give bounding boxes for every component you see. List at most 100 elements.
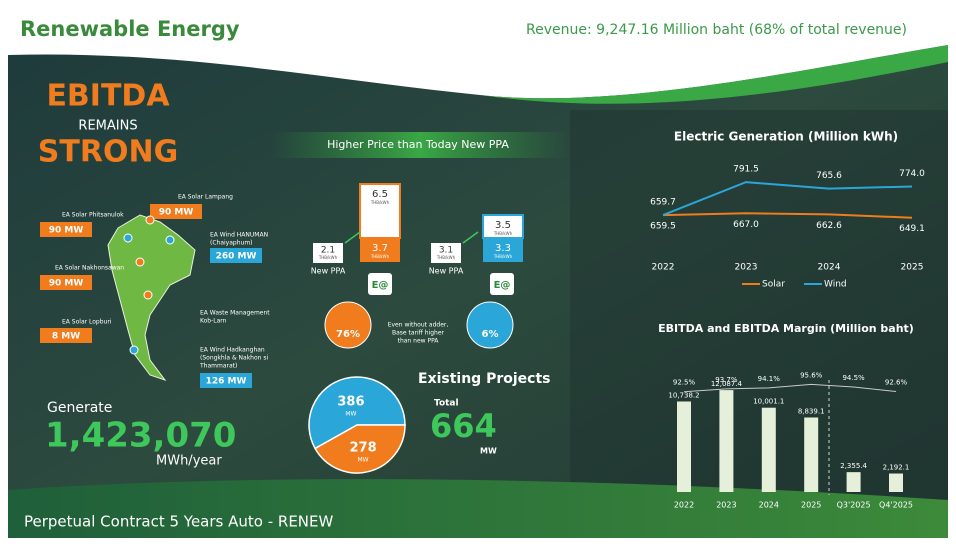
existing-title: Existing Projects [418, 371, 550, 387]
x-tick-label: 2025 [801, 501, 821, 510]
new-ppa: 3.1 [439, 246, 453, 256]
site-name: EA Waste Management [200, 310, 270, 317]
margin-label: 92.5% [673, 379, 696, 387]
price-base: 3.7 [372, 243, 388, 254]
headline: EBITDA [46, 79, 170, 114]
site-name: EA Solar Lampang [178, 194, 233, 201]
x-tick-label: 2025 [901, 263, 924, 273]
total: 664 [430, 407, 497, 445]
bar [804, 417, 818, 492]
bar [762, 408, 776, 492]
slide: Renewable Energy Revenue: 9,247.16 Millio… [0, 0, 956, 546]
data-label: 10,001.1 [753, 398, 784, 406]
title: Renewable Energy [20, 17, 240, 41]
unit: THB/kWh [318, 255, 338, 260]
unit: THB/kWh [493, 231, 513, 236]
legend-label: Solar [762, 280, 785, 290]
headline: REMAINS [78, 119, 137, 134]
unit: THB/kWh [493, 254, 513, 259]
data-label: 774.0 [899, 169, 925, 179]
data-label: 662.6 [816, 221, 842, 231]
slice-value: 386 [337, 394, 364, 409]
capacity: 90 MW [49, 226, 84, 236]
logo: E@ [372, 280, 389, 291]
share-circle [467, 302, 513, 348]
x-tick-label: 2023 [716, 501, 736, 510]
new-ppa: 2.1 [321, 246, 335, 256]
site-name: EA Wind Hadkanghan [200, 347, 265, 354]
bar [719, 390, 733, 492]
site-name: (Chaiyaphum) [210, 240, 253, 247]
note: Even without adder, [388, 322, 449, 329]
price-base: 3.3 [495, 243, 511, 254]
margin-label: 94.5% [842, 374, 865, 382]
revenue: Revenue: 9,247.16 Million baht (68% of t… [526, 22, 907, 38]
capacity: 8 MW [52, 332, 80, 342]
chart-title: EBITDA and EBITDA Margin (Million baht) [658, 322, 914, 335]
data-label: 667.0 [733, 220, 759, 230]
share-circle [325, 302, 371, 348]
panel [570, 110, 948, 510]
data-label: 2,355.4 [840, 462, 867, 470]
capacity: 90 MW [49, 279, 84, 289]
generate-unit: MWh/year [156, 454, 222, 469]
data-label: 659.5 [650, 222, 676, 232]
bar [847, 472, 861, 492]
site-name: EA Wind HANUMAN [210, 232, 268, 239]
data-label: 791.5 [733, 165, 759, 175]
new-ppa-label: New PPA [429, 267, 464, 276]
total-unit: MW [480, 447, 497, 456]
banner: Higher Price than Today New PPA [327, 138, 509, 151]
site-name: EA Solar Lopburi [62, 319, 112, 326]
x-tick-label: 2023 [735, 263, 758, 273]
margin-label: 94.1% [758, 375, 781, 383]
generate-value: 1,423,070 [45, 416, 236, 456]
x-tick-label: 2022 [674, 501, 694, 510]
data-label: 765.6 [816, 171, 842, 181]
site-marker [144, 291, 152, 299]
margin-label: 92.6% [885, 378, 908, 386]
slice-unit: MW [358, 457, 369, 464]
site-name: EA Solar Nakhonsawan [55, 265, 124, 272]
new-ppa-label: New PPA [311, 267, 346, 276]
slice-unit: MW [345, 410, 356, 417]
site-name: Thammarat) [199, 363, 237, 370]
site-name: Kob-Larn [200, 318, 227, 325]
data-label: 2,192.1 [883, 464, 910, 472]
unit: THB/kWh [436, 255, 456, 260]
note: Base tariff higher [392, 330, 444, 337]
unit: THB/kWh [370, 200, 390, 205]
bar [889, 474, 903, 492]
data-label: 8,839.1 [798, 407, 825, 415]
site-marker [136, 258, 144, 266]
x-tick-label: 2022 [652, 263, 675, 273]
slice-value: 278 [349, 441, 376, 456]
data-label: 649.1 [899, 224, 925, 234]
capacity: 90 MW [159, 208, 194, 218]
x-tick-label: Q4'2025 [879, 501, 913, 510]
chart-title: Electric Generation (Million kWh) [674, 130, 898, 144]
x-tick-label: Q3'2025 [837, 501, 871, 510]
unit: THB/kWh [370, 254, 390, 259]
site-name: (Songkhla & Nakhon si [200, 355, 268, 362]
x-tick-label: 2024 [818, 263, 841, 273]
legend-label: Wind [824, 280, 847, 290]
site-marker [146, 216, 154, 224]
site-marker [166, 236, 174, 244]
bar [677, 401, 691, 492]
x-tick-label: 2024 [759, 501, 779, 510]
share: 6% [482, 329, 499, 340]
data-label: 10,738.2 [668, 391, 699, 399]
site-name: EA Solar Phitsanulok [62, 212, 124, 219]
logo: E@ [494, 280, 511, 291]
margin-label: 95.6% [800, 371, 823, 379]
data-label: 659.7 [650, 198, 676, 208]
margin-label: 93.7% [715, 376, 738, 384]
capacity: 126 MW [206, 377, 247, 387]
generate-label: Generate [47, 400, 112, 416]
share: 76% [336, 329, 360, 340]
price-total: 6.5 [372, 189, 388, 200]
footer: Perpetual Contract 5 Years Auto - RENEW [24, 513, 333, 531]
capacity: 260 MW [216, 252, 257, 262]
price-total: 3.5 [495, 220, 511, 231]
